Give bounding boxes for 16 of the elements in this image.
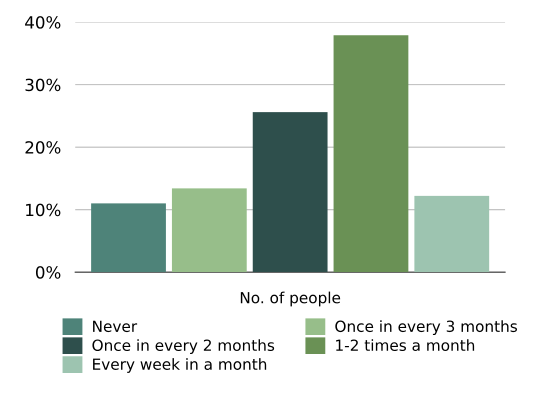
bar xyxy=(334,35,408,272)
bar xyxy=(91,203,166,272)
y-tick-label: 10% xyxy=(26,204,60,216)
y-tick-label: 30% xyxy=(26,78,60,92)
y-tick-label: 0% xyxy=(36,266,60,279)
y-tick-label: 20% xyxy=(26,141,60,154)
legend-label: Once in every 2 months xyxy=(92,339,274,354)
legend-label: 1-2 times a month xyxy=(336,339,474,352)
bar xyxy=(252,112,328,272)
bar xyxy=(414,196,490,272)
bar xyxy=(172,188,247,272)
legend-label: Once in every 3 months xyxy=(335,320,517,336)
legend-label: Every week in a month xyxy=(93,358,266,373)
legend-label: Never xyxy=(93,320,138,332)
y-tick-label: 40% xyxy=(25,16,60,29)
x-tick-label: No. of people xyxy=(240,292,340,306)
